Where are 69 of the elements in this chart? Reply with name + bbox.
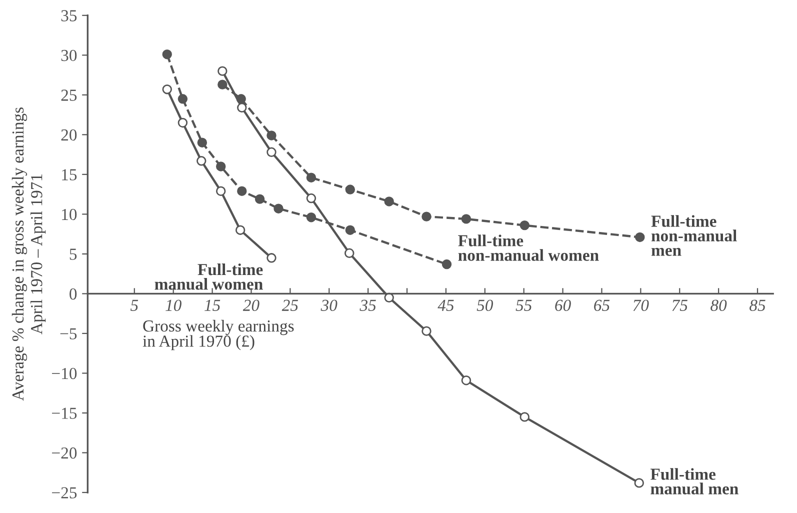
point [306, 172, 316, 182]
x-tick-label: 15 [204, 300, 220, 311]
point [218, 80, 228, 90]
y-tick-label: 30 [61, 50, 77, 62]
point [237, 186, 247, 196]
point [520, 220, 530, 230]
point [266, 130, 276, 140]
x-tick-label: 75 [672, 300, 688, 311]
point [345, 184, 356, 194]
point [635, 232, 645, 242]
y-tick-label: −10 [52, 368, 77, 380]
point [197, 138, 208, 148]
point [461, 376, 472, 386]
x-axis-title: Gross weekly earnings in April 1970 (£) [142, 320, 294, 350]
x-tick-label: 50 [476, 300, 494, 311]
x-tick-label: 80 [710, 300, 727, 311]
y-tick-label: −20 [52, 447, 77, 459]
series-label: Full-time manual women [154, 263, 263, 290]
series-label: Full-time non-manual men [651, 215, 737, 256]
y-tick-label: 35 [61, 10, 77, 22]
point [274, 204, 284, 214]
x-tick-label: 45 [438, 300, 454, 311]
point [306, 212, 316, 222]
y-axis-title: Average % change in gross weekly earnings April 1970 – April 1971 [12, 108, 46, 401]
point [178, 94, 188, 104]
point [520, 412, 530, 422]
x-tick-label: 25 [282, 300, 298, 311]
x-tick-label: 55 [516, 300, 532, 311]
y-tick-label: 25 [61, 90, 77, 101]
x-tick-label: 70 [633, 300, 649, 311]
point [162, 49, 172, 60]
y-tick-label: −15 [52, 408, 77, 419]
x-tick-label: 60 [555, 300, 571, 311]
point [461, 214, 472, 224]
point [196, 156, 206, 166]
point [384, 196, 394, 206]
point [306, 193, 316, 204]
point [218, 66, 228, 76]
point [162, 84, 172, 94]
point [266, 147, 276, 158]
x-tick-label: 35 [360, 300, 376, 311]
x-tick-label: 20 [242, 300, 260, 311]
y-tick-label: 20 [61, 129, 77, 141]
y-tick-label: 0 [70, 288, 77, 300]
y-tick-label: −5 [60, 328, 77, 340]
point [266, 253, 276, 263]
point [344, 248, 354, 258]
x-tick-label: 30 [320, 300, 338, 311]
point [422, 212, 432, 222]
y-tick-label: 15 [62, 169, 77, 180]
point [237, 102, 247, 112]
point [254, 194, 265, 204]
x-tick-label: 85 [750, 300, 766, 311]
y-tick-label: 10 [62, 208, 77, 220]
point [178, 118, 188, 128]
x-tick-label: 5 [130, 300, 138, 311]
point [634, 478, 644, 488]
point [442, 259, 452, 270]
series-label: Full-time non-manual women [458, 234, 599, 261]
point [345, 225, 356, 235]
point [216, 186, 226, 196]
x-tick-label: 65 [594, 300, 610, 311]
y-tick-label: −25 [52, 487, 77, 498]
series-label: Full-time manual men [650, 468, 738, 494]
y-tick-label: 5 [70, 248, 77, 260]
point [422, 326, 432, 336]
point [216, 162, 226, 172]
x-tick-label: 10 [166, 300, 182, 311]
point [235, 225, 246, 235]
